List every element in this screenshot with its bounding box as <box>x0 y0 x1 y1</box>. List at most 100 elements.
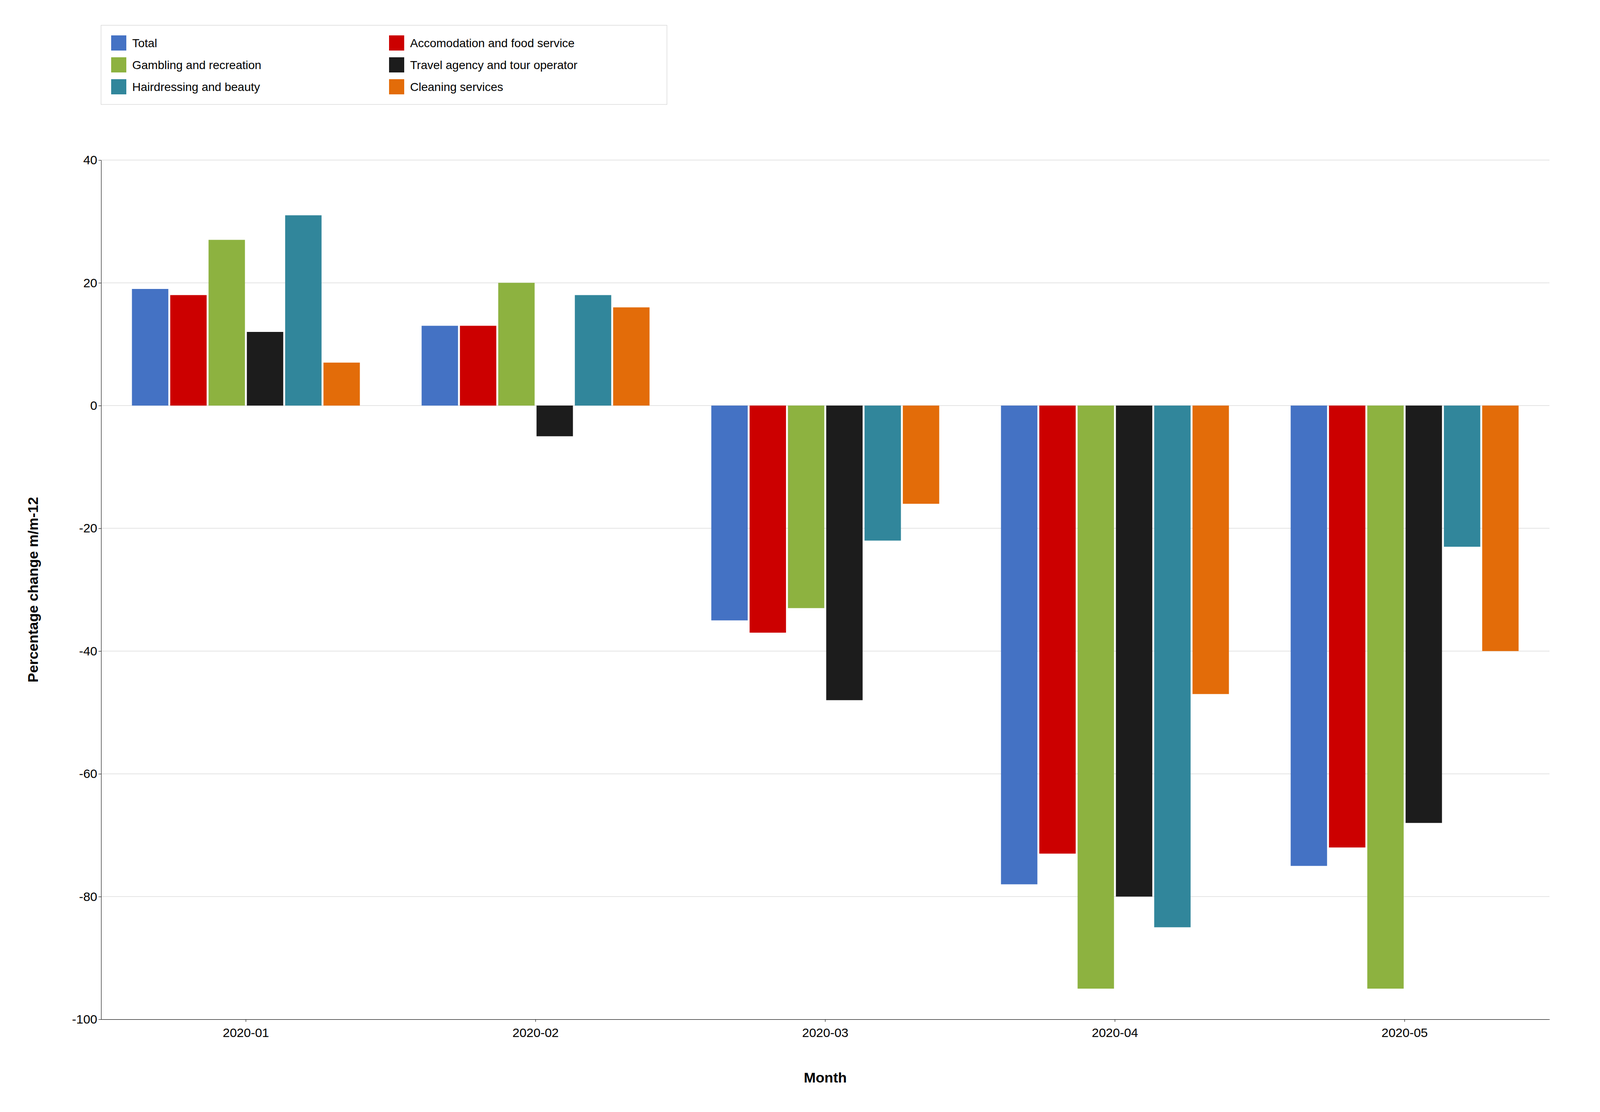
legend-frame <box>101 25 667 105</box>
x-tick: 2020-04 <box>1091 1018 1139 1040</box>
legend-swatch <box>389 79 405 95</box>
bars <box>131 215 1519 989</box>
x-tick-label: 2020-03 <box>802 1025 849 1040</box>
bar <box>864 405 901 541</box>
bar <box>1077 405 1114 989</box>
legend: Total Accomodation and food service Gambli… <box>101 25 667 105</box>
y-tick: -80 <box>79 889 102 904</box>
grid <box>101 160 1550 1019</box>
y-tick: 40 <box>83 152 102 167</box>
bar <box>749 405 786 633</box>
y-tick-label: 20 <box>83 275 98 290</box>
x-tick-mark <box>825 1018 826 1022</box>
x-axis-title: Month <box>803 1069 847 1086</box>
legend-item: Total <box>111 35 158 51</box>
bar <box>787 405 824 608</box>
legend-item: Travel agency and tour operator <box>389 57 578 73</box>
bar <box>1482 405 1519 651</box>
bar <box>613 307 650 406</box>
legend-label: Accomodation and food service <box>410 36 575 50</box>
bar <box>1039 405 1076 854</box>
bar <box>498 282 535 406</box>
y-tick-label: -20 <box>79 520 98 535</box>
bar <box>1115 405 1152 897</box>
y-tick-mark <box>98 528 102 529</box>
bar <box>1290 405 1327 866</box>
x-tick-mark <box>1114 1018 1116 1022</box>
x-tick: 2020-01 <box>222 1018 270 1040</box>
legend-item: Cleaning services <box>389 79 504 95</box>
y-tick-mark <box>98 650 102 652</box>
bar <box>459 325 496 406</box>
bar <box>536 405 573 437</box>
y-tick: -40 <box>79 643 102 658</box>
y-tick-label: 40 <box>83 152 98 167</box>
legend-swatch <box>111 57 127 73</box>
y-tick-mark <box>98 282 102 283</box>
y-tick: 0 <box>90 398 102 413</box>
x-tick: 2020-03 <box>802 1018 849 1040</box>
y-tick: -100 <box>72 1011 102 1026</box>
legend-swatch <box>389 35 405 51</box>
bar <box>131 288 168 406</box>
x-tick-label: 2020-05 <box>1381 1025 1428 1040</box>
grid-line <box>101 159 1550 161</box>
bar <box>1405 405 1442 823</box>
bar <box>421 325 458 406</box>
y-tick: -20 <box>79 520 102 535</box>
legend-swatch <box>111 35 127 51</box>
bar <box>170 295 207 406</box>
y-axis: -100 -80 -60 -40 -20 0 20 40 <box>72 152 102 1026</box>
bar <box>208 239 245 406</box>
x-tick: 2020-05 <box>1381 1018 1428 1040</box>
y-axis-title: Percentage change m/m-12 <box>24 496 41 683</box>
bar <box>1443 405 1480 547</box>
bar <box>1367 405 1404 989</box>
plot: -100-80-60-40-20020402020-012020-022020-… <box>24 152 1550 1086</box>
bar <box>902 405 939 504</box>
y-tick-mark <box>98 405 102 406</box>
legend-item: Hairdressing and beauty <box>111 79 261 95</box>
y-tick-label: 0 <box>90 398 98 413</box>
legend-item: Accomodation and food service <box>389 35 575 51</box>
chart: -100-80-60-40-20020402020-012020-022020-… <box>0 0 1600 1112</box>
bar <box>711 405 748 621</box>
bar <box>1000 405 1038 885</box>
bar <box>246 331 283 406</box>
y-tick: 20 <box>83 275 102 290</box>
x-tick-label: 2020-02 <box>512 1025 559 1040</box>
y-tick-mark <box>98 896 102 897</box>
y-tick-mark <box>98 1018 102 1020</box>
bar <box>1328 405 1366 848</box>
legend-label: Total <box>132 36 158 50</box>
bar <box>285 215 322 406</box>
legend-label: Gambling and recreation <box>132 58 262 72</box>
y-tick-mark <box>98 160 102 161</box>
y-tick-label: -100 <box>72 1011 98 1026</box>
x-tick-mark <box>1404 1018 1406 1022</box>
x-axis: 2020-01 2020-02 2020-03 2020-04 2020-05 <box>101 1018 1550 1040</box>
x-tick-mark <box>245 1018 247 1022</box>
y-tick-label: -60 <box>79 766 98 781</box>
x-tick-mark <box>535 1018 536 1022</box>
bar-series <box>208 239 1404 989</box>
y-tick: -60 <box>79 766 102 781</box>
bar <box>323 362 360 406</box>
y-tick-label: -80 <box>79 889 98 904</box>
bar-series <box>323 307 1519 694</box>
y-tick-label: -40 <box>79 643 98 658</box>
bar <box>1154 405 1191 928</box>
legend-label: Travel agency and tour operator <box>410 58 578 72</box>
bar <box>574 295 611 406</box>
bar-series <box>246 331 1442 897</box>
x-tick-label: 2020-01 <box>222 1025 270 1040</box>
legend-label: Cleaning services <box>410 80 504 94</box>
bar <box>826 405 863 700</box>
legend-label: Hairdressing and beauty <box>132 80 261 94</box>
x-tick-label: 2020-04 <box>1091 1025 1139 1040</box>
legend-item: Gambling and recreation <box>111 57 262 73</box>
x-tick: 2020-02 <box>512 1018 559 1040</box>
legend-swatch <box>111 79 127 95</box>
legend-swatch <box>389 57 405 73</box>
axis-domain <box>101 160 102 1020</box>
